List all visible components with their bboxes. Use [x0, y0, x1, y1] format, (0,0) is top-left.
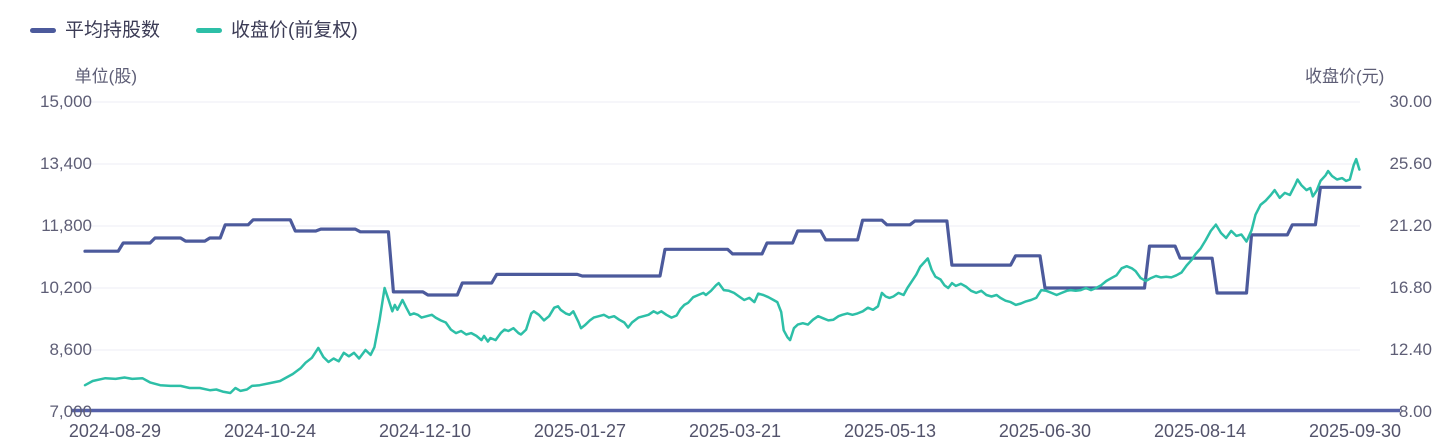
right-axis-title: 收盘价(元)	[1305, 67, 1385, 86]
legend-swatch-close-price	[196, 28, 223, 33]
y-left-tick-label: 15,000	[40, 92, 92, 111]
x-tick-label: 2024-10-24	[223, 421, 317, 441]
y-right-tick-label: 21.20	[1389, 216, 1432, 235]
legend-swatch-avg-shareholding	[30, 28, 56, 33]
x-tick-label: 2025-08-14	[1153, 421, 1247, 441]
x-tick-label: 2025-03-21	[688, 421, 782, 441]
y-left-tick-label: 7,000	[49, 402, 92, 421]
y-left-tick-label: 13,400	[40, 154, 92, 173]
series-line-close-price	[83, 157, 1361, 395]
y-left-tick-label: 11,800	[41, 216, 92, 235]
y-right-tick-label: 30.00	[1389, 92, 1432, 111]
legend-label-close-price: 收盘价(前复权)	[231, 20, 358, 41]
x-tick-label: 2025-06-30	[998, 421, 1091, 441]
y-right-tick-label: 16.80	[1389, 278, 1432, 297]
legend-label-avg-shareholding: 平均持股数	[65, 20, 161, 41]
y-left-tick-label: 8,600	[49, 340, 92, 359]
legend-item-close-price[interactable]: 收盘价(前复权)	[196, 21, 358, 40]
x-tick-label: 2024-12-10	[378, 421, 472, 441]
x-tick-label: 2025-01-27	[533, 421, 626, 441]
x-tick-label: 2024-08-29	[68, 421, 161, 441]
y-right-tick-label: 12.40	[1389, 340, 1432, 359]
series-line-avg-shareholding	[83, 185, 1362, 297]
chart-legend: 平均持股数 收盘价(前复权)	[30, 21, 358, 40]
legend-item-avg-shareholding[interactable]: 平均持股数	[30, 21, 160, 40]
y-left-tick-label: 10,200	[40, 278, 92, 297]
y-right-tick-label: 8.00	[1398, 402, 1432, 421]
x-tick-label: 2025-09-30	[1308, 421, 1402, 441]
x-tick-label: 2025-05-13	[843, 421, 937, 441]
left-axis-title: 单位(股)	[74, 67, 137, 86]
y-right-tick-label: 25.60	[1389, 154, 1432, 173]
